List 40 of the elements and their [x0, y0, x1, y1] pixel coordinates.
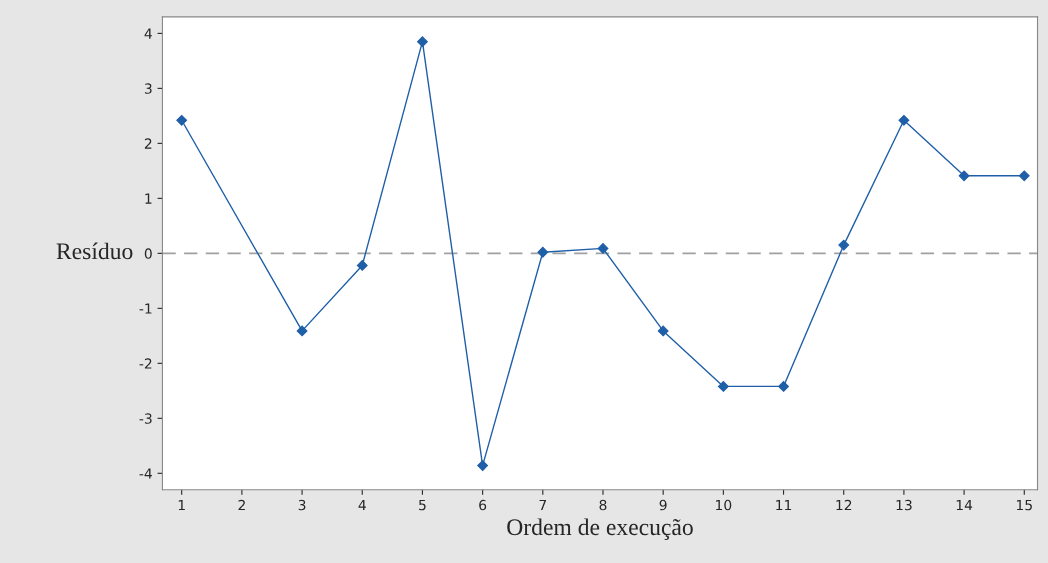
x-tick-label: 4	[358, 499, 366, 511]
point	[477, 460, 489, 472]
point	[717, 381, 729, 392]
x-tick-label: 11	[776, 499, 792, 511]
point	[1018, 170, 1030, 182]
point	[176, 114, 188, 126]
x-tick-label: 13	[896, 499, 912, 511]
point	[356, 260, 368, 271]
x-tick-label: 6	[479, 499, 487, 511]
y-tick-label: -4	[139, 468, 152, 479]
y-tick-label: -3	[139, 413, 152, 424]
y-tick-label: -1	[139, 303, 152, 314]
y-tick-label: 3	[144, 83, 152, 94]
y-tick-label: -2	[139, 358, 152, 369]
x-tick-label: 9	[659, 499, 667, 511]
x-tick-label: 1	[178, 499, 185, 511]
x-tick-label: 10	[716, 499, 732, 511]
y-tick-label: 2	[144, 138, 152, 149]
x-axis-title: Ordem de execução	[507, 518, 693, 540]
x-tick-label: 7	[539, 499, 547, 511]
point	[296, 325, 308, 337]
x-tick-label: 15	[1016, 499, 1032, 511]
x-tick-label: 14	[956, 499, 973, 511]
x-tick-label: 2	[238, 499, 245, 511]
x-tick-label: 3	[298, 499, 306, 511]
point	[417, 36, 428, 48]
point	[537, 246, 549, 258]
point	[958, 170, 970, 182]
point	[838, 239, 850, 251]
point	[597, 242, 609, 254]
x-tick-label: 5	[419, 499, 426, 511]
y-tick-label: 4	[144, 28, 152, 39]
y-axis-title: Resíduo	[56, 242, 133, 260]
x-tick-label: 8	[599, 499, 607, 511]
y-tick-label: 1	[145, 193, 152, 204]
point	[778, 381, 789, 392]
y-tick-label: 0	[144, 248, 152, 259]
x-tick-label: 12	[836, 499, 852, 511]
point	[898, 114, 910, 126]
point	[657, 325, 669, 337]
